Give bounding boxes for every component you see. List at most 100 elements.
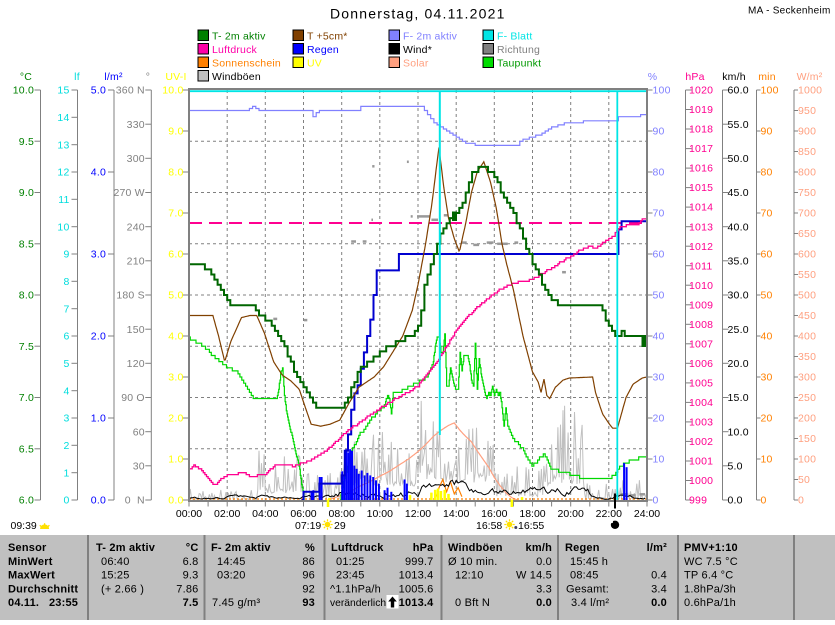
svg-text:Ø 10 min.: Ø 10 min. [448, 556, 498, 568]
svg-text:3.0: 3.0 [168, 372, 183, 384]
svg-text:09:39: 09:39 [11, 520, 37, 532]
svg-text:5.0: 5.0 [91, 85, 106, 97]
svg-text:MinWert: MinWert [8, 556, 53, 568]
svg-text:400: 400 [798, 331, 816, 343]
svg-text:1013.4: 1013.4 [399, 570, 434, 582]
svg-text:150: 150 [127, 324, 145, 336]
svg-text:07:19: 07:19 [295, 520, 321, 532]
svg-text:1004: 1004 [689, 397, 713, 409]
svg-text:7.0: 7.0 [19, 392, 34, 404]
svg-text:WC 7.5 °C: WC 7.5 °C [684, 556, 738, 568]
svg-text:01:25: 01:25 [336, 556, 365, 568]
svg-text:6.8: 6.8 [183, 556, 199, 568]
svg-text:5.0: 5.0 [728, 460, 743, 472]
svg-text:14:00: 14:00 [443, 508, 469, 520]
svg-text:km/h: km/h [526, 542, 553, 554]
svg-text:30: 30 [133, 460, 145, 472]
svg-text:10:00: 10:00 [367, 508, 393, 520]
svg-text:PMV+1:10: PMV+1:10 [684, 542, 738, 554]
svg-text:1014: 1014 [689, 202, 713, 214]
svg-text:25.0: 25.0 [728, 324, 749, 336]
svg-text:Donnerstag, 04.11.2021: Donnerstag, 04.11.2021 [330, 6, 506, 22]
svg-text:15.0: 15.0 [728, 392, 749, 404]
svg-text:35.0: 35.0 [728, 255, 749, 267]
svg-text:16:00: 16:00 [481, 508, 507, 520]
svg-text:10: 10 [761, 454, 773, 466]
svg-text:7.0: 7.0 [168, 208, 183, 220]
svg-text:l/m²: l/m² [647, 542, 667, 554]
svg-text:1000: 1000 [798, 85, 822, 97]
svg-text:W/m²: W/m² [797, 71, 823, 83]
svg-text:06:00: 06:00 [290, 508, 316, 520]
svg-text:210: 210 [127, 255, 145, 267]
svg-text:7: 7 [63, 303, 69, 315]
svg-text:Durchschnitt: Durchschnitt [8, 583, 78, 595]
svg-text:10.0: 10.0 [13, 85, 34, 97]
svg-text:50.0: 50.0 [728, 153, 749, 165]
svg-text:360 N: 360 N [116, 85, 145, 97]
svg-text:Sensor: Sensor [8, 542, 47, 554]
svg-text:1001: 1001 [689, 456, 713, 468]
svg-text:92: 92 [302, 583, 315, 595]
svg-text:1.0: 1.0 [168, 454, 183, 466]
svg-text:70: 70 [761, 208, 773, 220]
svg-text:0.0: 0.0 [536, 597, 552, 609]
svg-text:23:45: 23:45 [336, 570, 365, 582]
svg-text:9.5: 9.5 [19, 136, 34, 148]
svg-text:°: ° [146, 71, 150, 83]
svg-text:10.0: 10.0 [162, 85, 183, 97]
svg-text:1010: 1010 [689, 280, 713, 292]
svg-text:3: 3 [63, 413, 69, 425]
svg-text:80: 80 [653, 167, 665, 179]
svg-text:100: 100 [761, 85, 779, 97]
svg-text:1016: 1016 [689, 163, 713, 175]
svg-text:0.0: 0.0 [651, 597, 667, 609]
svg-text:900: 900 [798, 126, 816, 138]
svg-text:15:25: 15:25 [101, 570, 130, 582]
svg-text:86: 86 [302, 556, 315, 568]
svg-text:93: 93 [302, 597, 315, 609]
svg-text:60.0: 60.0 [728, 85, 749, 97]
svg-text:1005.6: 1005.6 [399, 583, 434, 595]
svg-text:%: % [305, 542, 315, 554]
svg-text:0.0: 0.0 [728, 495, 743, 507]
svg-text:1007: 1007 [689, 338, 713, 350]
svg-text:20: 20 [653, 413, 665, 425]
svg-text:6.5: 6.5 [19, 443, 34, 455]
svg-text:km/h: km/h [722, 71, 746, 83]
svg-text:55.0: 55.0 [728, 119, 749, 131]
svg-text:MA - Seckenheim: MA - Seckenheim [748, 6, 831, 17]
svg-text:1000: 1000 [689, 475, 713, 487]
svg-text:MaxWert: MaxWert [8, 570, 55, 582]
svg-text:(+ 2.66 ): (+ 2.66 ) [101, 583, 144, 595]
svg-text:200: 200 [798, 413, 816, 425]
svg-text:950: 950 [798, 105, 816, 117]
svg-text:T- 2m aktiv: T- 2m aktiv [212, 31, 266, 43]
svg-text:9.0: 9.0 [19, 187, 34, 199]
svg-text:5: 5 [63, 358, 69, 370]
svg-text:1011: 1011 [689, 260, 712, 272]
svg-text:Windböen: Windböen [448, 542, 503, 554]
svg-text:40: 40 [761, 331, 773, 343]
svg-text:8.5: 8.5 [19, 238, 34, 250]
svg-text:T +5cm*: T +5cm* [307, 31, 348, 43]
svg-text:16:58: 16:58 [476, 520, 502, 532]
svg-text:08:00: 08:00 [329, 508, 355, 520]
svg-text:10: 10 [653, 454, 665, 466]
svg-text:6.0: 6.0 [19, 495, 34, 507]
svg-text:20: 20 [761, 413, 773, 425]
svg-text:90 O: 90 O [121, 392, 145, 404]
svg-text:7.5: 7.5 [183, 597, 199, 609]
svg-text:Luftdruck: Luftdruck [212, 44, 258, 56]
svg-text:7.45 g/m³: 7.45 g/m³ [212, 597, 260, 609]
svg-text:2: 2 [63, 440, 69, 452]
svg-text:1013: 1013 [689, 221, 713, 233]
svg-text:T- 2m aktiv: T- 2m aktiv [96, 542, 156, 554]
svg-text:1012: 1012 [689, 241, 713, 253]
svg-text:1013.4: 1013.4 [399, 597, 435, 609]
svg-text:15:45 h: 15:45 h [570, 556, 608, 568]
svg-text:Solar: Solar [403, 58, 429, 70]
svg-text:30: 30 [761, 372, 773, 384]
svg-text:300: 300 [127, 153, 145, 165]
svg-text:2.0: 2.0 [168, 413, 183, 425]
